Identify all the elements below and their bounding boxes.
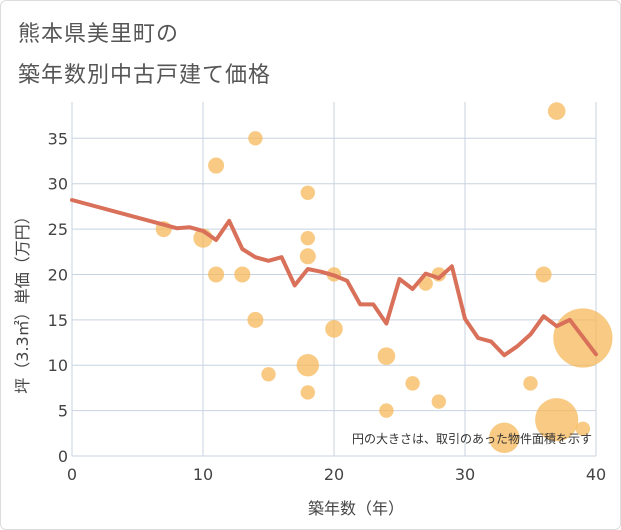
data-point-bubble <box>208 157 225 174</box>
data-point-bubble <box>247 311 264 328</box>
data-point-bubble <box>300 385 315 400</box>
y-tick-label: 20 <box>48 265 68 284</box>
x-axis-label: 築年数（年） <box>308 499 404 518</box>
data-point-bubble <box>261 367 276 382</box>
y-tick-label: 0 <box>58 447 68 466</box>
data-point-bubble <box>489 422 520 454</box>
x-tick-label: 30 <box>455 465 475 484</box>
data-point-bubble <box>547 102 566 120</box>
y-tick-label: 35 <box>48 129 68 148</box>
data-point-bubble <box>535 398 579 442</box>
y-tick-label: 15 <box>48 311 68 330</box>
x-tick-label: 0 <box>67 465 77 484</box>
data-point-bubble <box>377 347 396 365</box>
data-point-bubble <box>299 248 316 265</box>
data-point-bubble <box>575 421 591 436</box>
bubble-size-note: 円の大きさは、取引のあった物件面積を示す <box>352 431 592 446</box>
trend-line-series <box>70 198 598 358</box>
data-point-bubble <box>296 354 319 377</box>
x-tick-label: 40 <box>586 465 606 484</box>
y-tick-label: 25 <box>48 220 68 239</box>
data-point-bubble <box>405 376 420 391</box>
grid-lines <box>71 102 597 457</box>
data-point-bubble <box>431 394 446 409</box>
y-tick-label: 30 <box>48 175 68 194</box>
axis-ticks: 0 5 10 15 20 25 30 35 0 10 20 30 40 <box>48 129 607 484</box>
x-tick-label: 10 <box>193 465 213 484</box>
chart-title-line2: 築年数別中古戸建て価格 <box>18 63 272 88</box>
chart-title-line1: 熊本県美里町の <box>18 22 180 47</box>
data-point-bubble <box>325 320 343 338</box>
data-point-bubble <box>234 266 251 283</box>
data-point-bubble <box>248 131 263 146</box>
y-tick-label: 10 <box>48 356 68 375</box>
y-tick-label: 5 <box>58 402 68 421</box>
data-point-bubble <box>535 266 552 283</box>
bubble-series <box>155 102 613 454</box>
data-point-bubble <box>300 230 315 246</box>
data-point-bubble <box>523 376 538 391</box>
data-point-bubble <box>300 185 315 200</box>
data-point-bubble <box>208 266 225 283</box>
data-point-bubble <box>379 403 394 418</box>
x-tick-label: 20 <box>324 465 344 484</box>
y-axis-label: 坪（3.3㎡）単価（万円） <box>13 208 32 393</box>
trend-line <box>70 198 598 358</box>
